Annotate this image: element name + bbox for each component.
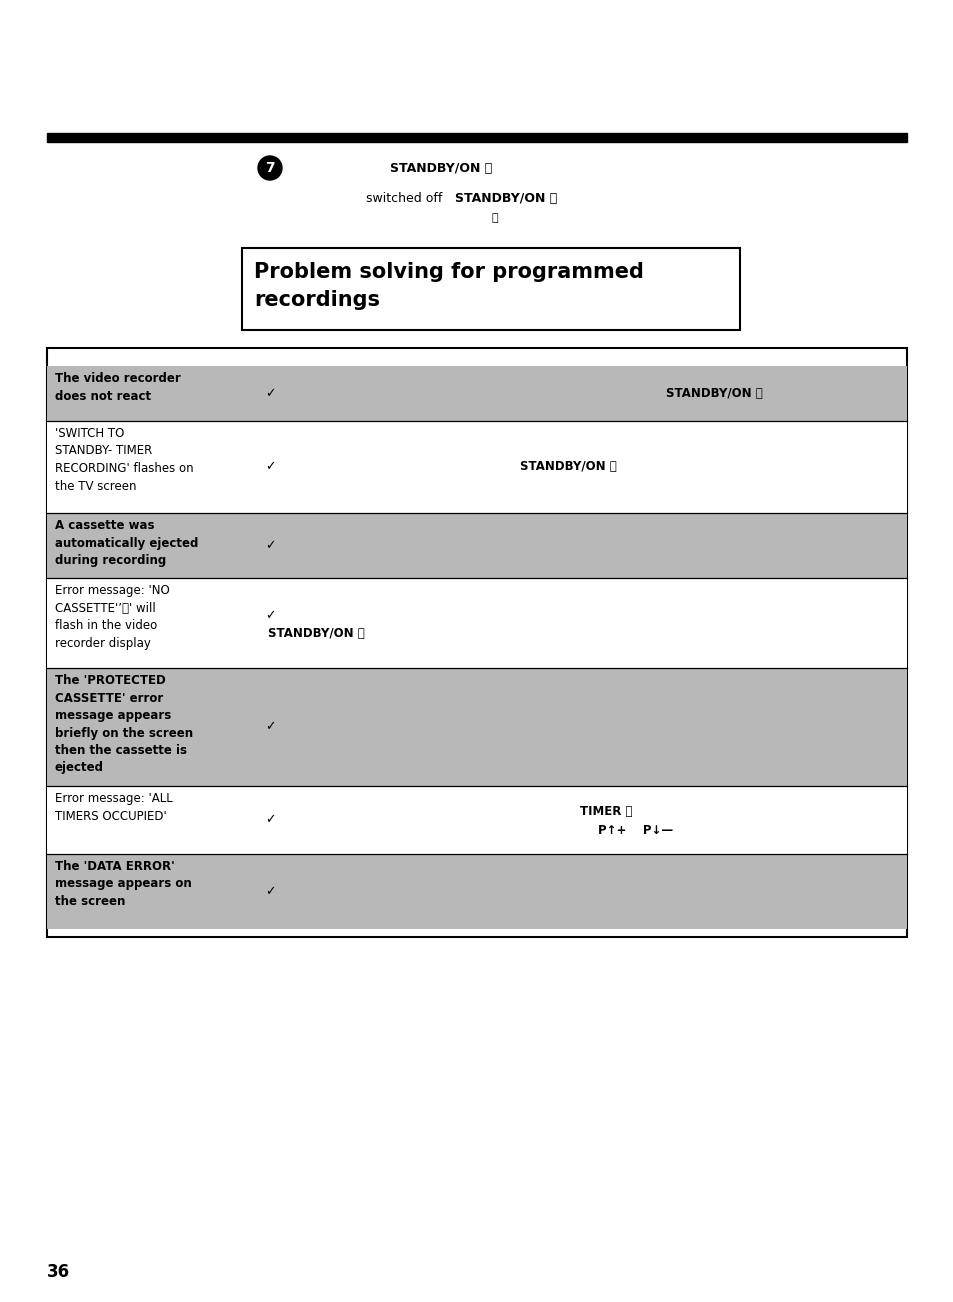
Circle shape xyxy=(257,156,282,180)
Bar xyxy=(47,854,906,930)
Bar xyxy=(47,133,906,142)
Text: ✓: ✓ xyxy=(265,609,275,622)
Text: ✓: ✓ xyxy=(265,461,275,474)
Text: STANDBY/ON ⏻: STANDBY/ON ⏻ xyxy=(390,161,492,174)
Text: Problem solving for programmed
recordings: Problem solving for programmed recording… xyxy=(253,262,643,310)
Bar xyxy=(47,348,906,937)
Text: ✓: ✓ xyxy=(265,387,275,400)
Text: ✓: ✓ xyxy=(265,539,275,552)
Bar xyxy=(47,786,906,854)
Text: ✓: ✓ xyxy=(265,720,275,733)
Bar xyxy=(47,366,906,421)
Bar xyxy=(47,513,906,578)
Text: STANDBY/ON ⏻: STANDBY/ON ⏻ xyxy=(455,191,557,204)
Text: 'SWITCH TO
STANDBY- TIMER
RECORDING' flashes on
the TV screen: 'SWITCH TO STANDBY- TIMER RECORDING' fla… xyxy=(55,427,193,492)
Text: ✓: ✓ xyxy=(265,814,275,827)
Text: The 'DATA ERROR'
message appears on
the screen: The 'DATA ERROR' message appears on the … xyxy=(55,861,192,907)
Bar xyxy=(242,247,740,329)
Text: ⏻: ⏻ xyxy=(491,214,497,223)
Text: STANDBY/ON ⏻: STANDBY/ON ⏻ xyxy=(665,387,762,400)
Text: The 'PROTECTED
CASSETTE' error
message appears
briefly on the screen
then the ca: The 'PROTECTED CASSETTE' error message a… xyxy=(55,674,193,775)
Text: switched off: switched off xyxy=(366,191,442,204)
Text: P↑+    P↓—: P↑+ P↓— xyxy=(598,824,673,837)
Bar xyxy=(47,421,906,513)
Bar xyxy=(47,668,906,786)
Text: The video recorder
does not react: The video recorder does not react xyxy=(55,372,180,402)
Text: STANDBY/ON ⏻: STANDBY/ON ⏻ xyxy=(268,628,364,641)
Text: ✓: ✓ xyxy=(265,885,275,898)
Text: 36: 36 xyxy=(47,1263,71,1281)
Text: A cassette was
automatically ejected
during recording: A cassette was automatically ejected dur… xyxy=(55,519,198,566)
Bar xyxy=(47,578,906,668)
Text: Error message: 'NO
CASSETTE'’⏻' will
flash in the video
recorder display: Error message: 'NO CASSETTE'’⏻' will fla… xyxy=(55,585,170,650)
Text: TIMER ⏻: TIMER ⏻ xyxy=(579,806,632,819)
Text: 7: 7 xyxy=(265,161,274,174)
Text: STANDBY/ON ⏻: STANDBY/ON ⏻ xyxy=(519,461,616,474)
Text: Error message: 'ALL
TIMERS OCCUPIED': Error message: 'ALL TIMERS OCCUPIED' xyxy=(55,792,172,823)
